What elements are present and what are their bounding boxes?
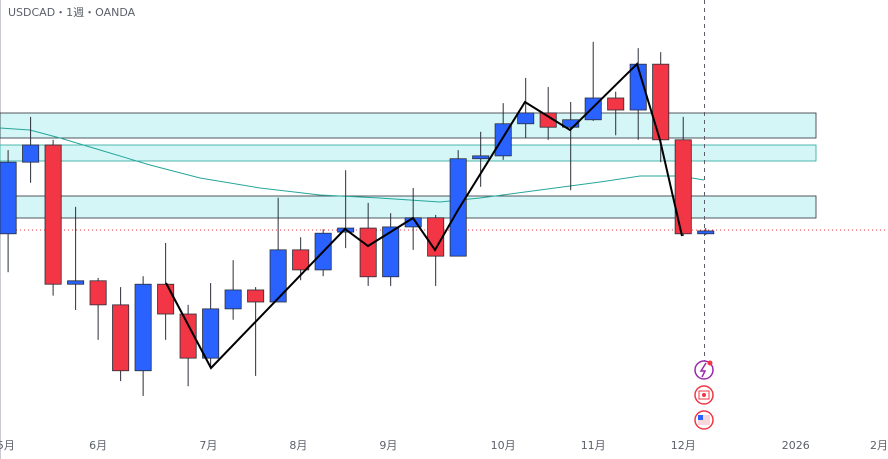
chart-title: USDCAD・1週・OANDA <box>8 6 136 19</box>
candle-body <box>697 230 715 235</box>
event-icon[interactable] <box>694 360 714 380</box>
x-tick-label: 8月 <box>289 439 307 452</box>
candle-body <box>629 63 647 111</box>
candle-body <box>179 313 197 359</box>
x-tick-label: 7月 <box>199 439 217 452</box>
x-tick-label: 5月 <box>0 439 15 452</box>
candle-body <box>134 283 152 372</box>
candle-body <box>269 249 287 303</box>
x-tick-label: 12月 <box>671 439 696 452</box>
zigzag <box>165 62 683 370</box>
event-icon-glyph <box>699 362 707 378</box>
x-tick-label: 9月 <box>379 439 397 452</box>
flag-us-glyph <box>698 415 710 425</box>
flag-us-canton <box>698 415 703 420</box>
candle-body <box>22 144 40 163</box>
candle-body <box>359 227 377 278</box>
candle-body <box>539 112 557 128</box>
candle-body <box>89 280 107 306</box>
candle-body <box>517 112 535 125</box>
candle-body <box>247 289 265 303</box>
x-tick-label: 2026 <box>782 439 810 452</box>
candle-body <box>224 289 242 310</box>
candle-body <box>449 158 467 257</box>
x-tick-label: 2月 <box>870 439 888 452</box>
zone <box>0 195 817 219</box>
candle-body <box>607 97 625 111</box>
candle-body <box>157 283 175 315</box>
event-badge <box>707 360 713 366</box>
candle-body <box>0 161 17 235</box>
candle-body <box>472 155 490 160</box>
x-tick-label: 10月 <box>491 439 516 452</box>
x-tick-label: 6月 <box>89 439 107 452</box>
candle-body <box>562 119 580 128</box>
candle-body <box>674 139 692 235</box>
candle-body <box>382 226 400 278</box>
candle-body <box>292 249 310 271</box>
candle-body <box>202 308 220 359</box>
zone <box>0 112 817 139</box>
flag-ca-leaf <box>702 393 706 397</box>
candle-body <box>44 144 62 285</box>
moving-average <box>0 127 705 203</box>
candles <box>0 41 715 396</box>
zone <box>0 144 817 162</box>
x-tick-label: 11月 <box>581 439 606 452</box>
candle-body <box>112 304 130 372</box>
candle-body <box>652 63 670 141</box>
candle-body <box>67 280 85 285</box>
